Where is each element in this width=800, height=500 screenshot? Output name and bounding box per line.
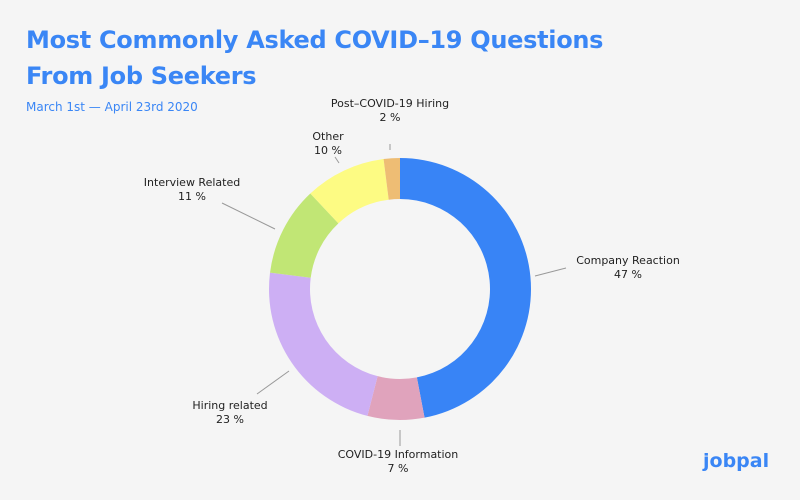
leader-line: [221, 202, 276, 230]
slice-covid-19-information: [367, 376, 425, 420]
leader-line: [534, 267, 567, 277]
leader-line: [334, 156, 340, 164]
slice-label-post-covid-hiring: Post–COVID-19 Hiring 2 %: [330, 97, 450, 124]
slice-label-covid-information: COVID-19 Information 7 %: [337, 448, 459, 475]
slice-label-hiring-related: Hiring related 23 %: [192, 399, 268, 426]
chart-title: Most Commonly Asked COVID–19 Questions F…: [26, 22, 603, 94]
slice-company-reaction: [400, 158, 531, 418]
slice-other: [310, 159, 389, 224]
slice-post-covid-19-hiring: [383, 158, 400, 200]
leader-line: [256, 370, 290, 395]
title-line-1: Most Commonly Asked COVID–19 Questions: [26, 26, 604, 54]
slice-label-other: Other 10 %: [312, 130, 344, 157]
slice-label-interview-related: Interview Related 11 %: [143, 176, 241, 203]
title-line-2: From Job Seekers: [26, 62, 257, 90]
slice-label-company-reaction: Company Reaction 47 %: [576, 254, 680, 281]
jobpal-logo: jobpal: [703, 450, 770, 472]
slice-interview-related: [270, 193, 339, 278]
slice-hiring-related: [269, 272, 378, 416]
chart-subtitle: March 1st — April 23rd 2020: [26, 100, 198, 114]
